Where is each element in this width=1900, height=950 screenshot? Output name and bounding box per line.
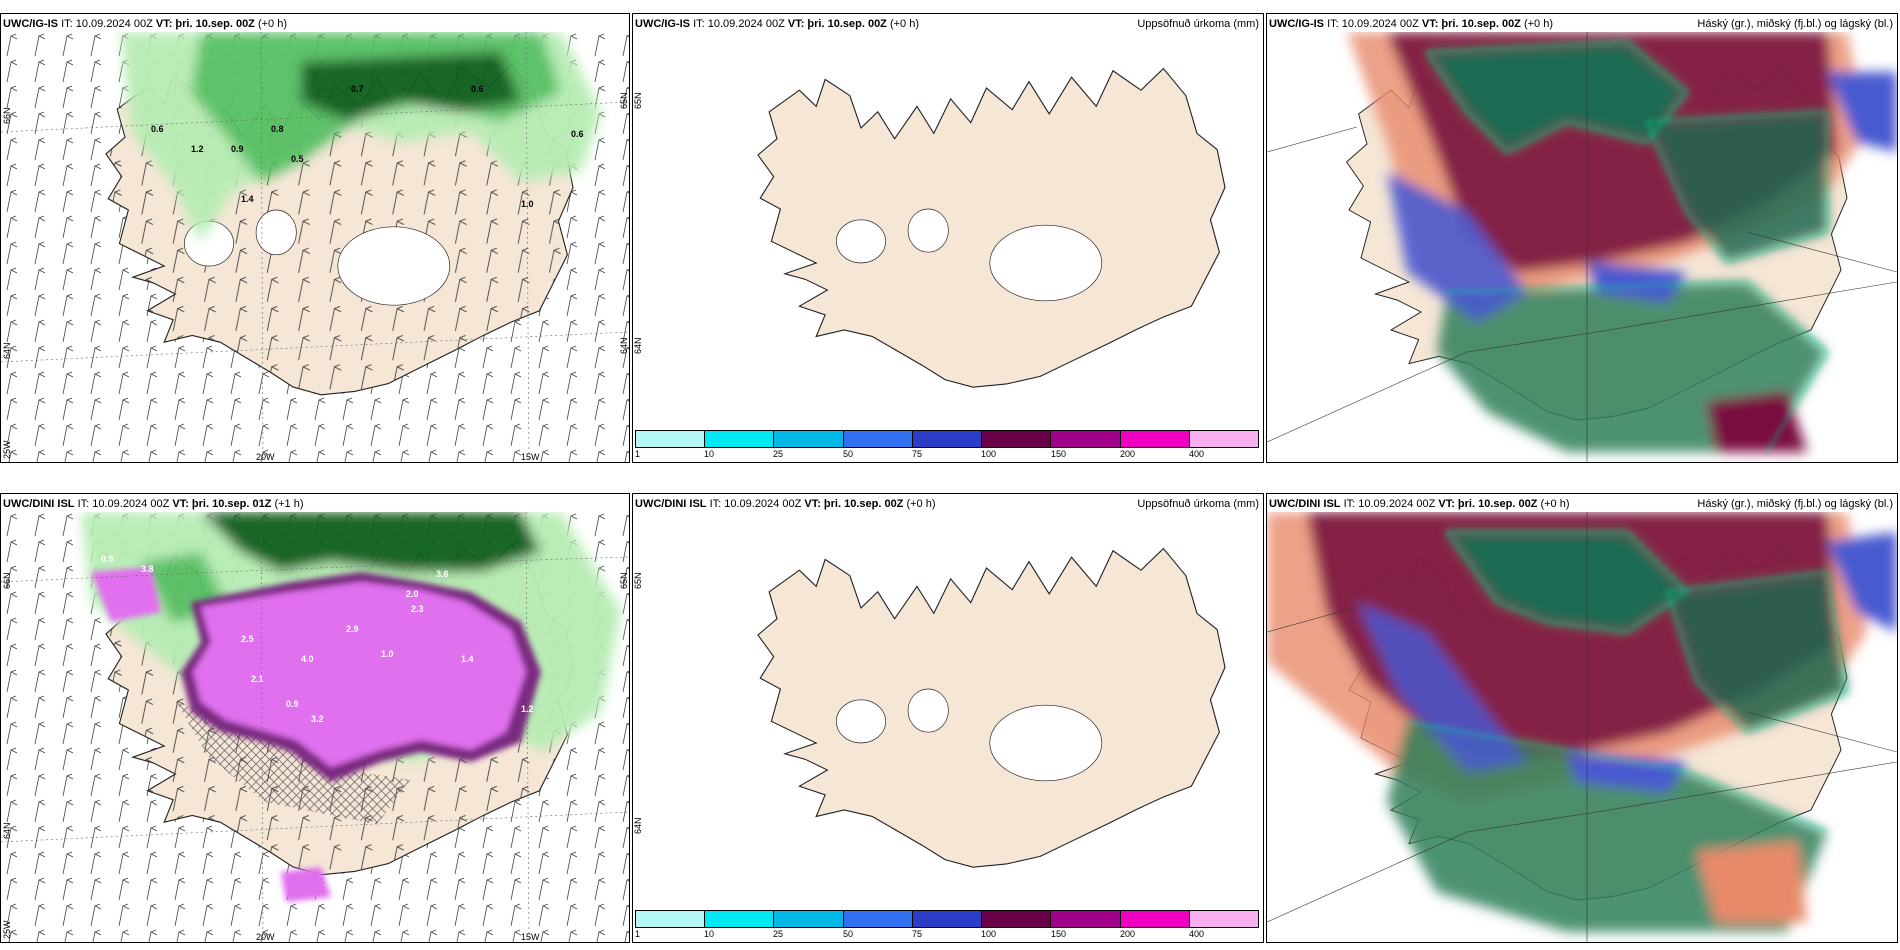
colorbar-seg bbox=[774, 431, 844, 447]
svg-text:3.2: 3.2 bbox=[311, 714, 324, 724]
colorbar-seg bbox=[1189, 911, 1258, 927]
panel-title: UWC/DINI ISL IT: 10.09.2024 00Z VT: þri.… bbox=[3, 498, 304, 510]
lat-label-64: 64N bbox=[2, 342, 12, 359]
map-dini-accum bbox=[757, 548, 1226, 868]
svg-text:0.6: 0.6 bbox=[151, 124, 164, 134]
svg-text:0.5: 0.5 bbox=[101, 554, 114, 564]
lon-label-25: 25W bbox=[2, 440, 12, 459]
colorbar-seg bbox=[843, 431, 913, 447]
lat-label-64-left: 64N bbox=[633, 817, 643, 834]
colorbar-seg bbox=[982, 911, 1052, 927]
colorbar-seg bbox=[636, 911, 706, 927]
colorbar-seg bbox=[705, 431, 775, 447]
svg-text:0.9: 0.9 bbox=[231, 144, 244, 154]
panel-ig-is-wind-precip: UWC/IG-IS IT: 10.09.2024 00Z VT: þri. 10… bbox=[0, 13, 630, 463]
precip-colorbar bbox=[635, 910, 1259, 928]
svg-text:1.2: 1.2 bbox=[521, 704, 534, 714]
colorbar-seg bbox=[636, 431, 706, 447]
map-ig-is-clouds bbox=[1267, 32, 1897, 462]
lat-label-65-right: 65N bbox=[619, 572, 629, 589]
svg-text:1.2: 1.2 bbox=[191, 144, 204, 154]
lon-label-25: 25W bbox=[2, 920, 12, 939]
svg-text:2.0: 2.0 bbox=[406, 589, 419, 599]
colorbar-seg bbox=[1051, 431, 1121, 447]
map-ig-is-accum bbox=[757, 68, 1226, 388]
svg-text:0.9: 0.9 bbox=[286, 699, 299, 709]
colorbar-seg bbox=[1120, 431, 1190, 447]
svg-text:2.1: 2.1 bbox=[251, 674, 264, 684]
svg-text:1.0: 1.0 bbox=[521, 199, 534, 209]
svg-text:1.0: 1.0 bbox=[381, 649, 394, 659]
colorbar-seg bbox=[912, 911, 983, 927]
panel-title: UWC/IG-IS IT: 10.09.2024 00Z VT: þri. 10… bbox=[635, 18, 1259, 30]
svg-text:2.3: 2.3 bbox=[411, 604, 424, 614]
colorbar-seg bbox=[1189, 431, 1258, 447]
panel-dini-wind-precip: UWC/DINI ISL IT: 10.09.2024 00Z VT: þri.… bbox=[0, 493, 630, 943]
svg-text:3.6: 3.6 bbox=[436, 569, 449, 579]
svg-text:0.8: 0.8 bbox=[271, 124, 284, 134]
panel-ig-is-accum-precip: UWC/IG-IS IT: 10.09.2024 00Z VT: þri. 10… bbox=[632, 13, 1264, 463]
svg-text:1.4: 1.4 bbox=[461, 654, 474, 664]
panel-title: UWC/DINI ISL IT: 10.09.2024 00Z VT: þri.… bbox=[635, 498, 1259, 510]
colorbar-ticks: 1 10 25 50 75 100 150 200 400 bbox=[635, 929, 1205, 939]
precip-values: 3.8 2.5 2.3 4.0 2.1 1.0 3.2 2.9 1.4 3.6 … bbox=[101, 554, 534, 724]
lat-label-65-right: 65N bbox=[619, 92, 629, 109]
panel-title: UWC/DINI ISL IT: 10.09.2024 00Z VT: þri.… bbox=[1269, 498, 1893, 510]
panel-dini-accum-precip: UWC/DINI ISL IT: 10.09.2024 00Z VT: þri.… bbox=[632, 493, 1264, 943]
lon-label-15: 15W bbox=[521, 452, 540, 462]
precip-values: 0.6 0.7 0.9 1.2 1.4 0.8 1.0 0.5 0.6 0.6 bbox=[151, 84, 584, 209]
colorbar-seg bbox=[1120, 911, 1190, 927]
map-dini-wind: 3.8 2.5 2.3 4.0 2.1 1.0 3.2 2.9 1.4 3.6 … bbox=[1, 512, 629, 942]
svg-text:0.5: 0.5 bbox=[291, 154, 304, 164]
lon-label-15: 15W bbox=[521, 932, 540, 942]
lon-label-20: 20W bbox=[256, 932, 275, 942]
lat-label-65-left: 65N bbox=[633, 92, 643, 109]
svg-text:0.7: 0.7 bbox=[351, 84, 364, 94]
panel-ig-is-clouds: UWC/IG-IS IT: 10.09.2024 00Z VT: þri. 10… bbox=[1266, 13, 1898, 463]
lat-label-64-left: 64N bbox=[633, 337, 643, 354]
colorbar-seg bbox=[774, 911, 844, 927]
svg-text:2.5: 2.5 bbox=[241, 634, 254, 644]
precip-colorbar bbox=[635, 430, 1259, 448]
colorbar-seg bbox=[982, 431, 1052, 447]
lat-label-66: 66N bbox=[2, 572, 12, 589]
svg-text:1.4: 1.4 bbox=[241, 194, 254, 204]
svg-text:4.0: 4.0 bbox=[301, 654, 314, 664]
panel-dini-clouds: UWC/DINI ISL IT: 10.09.2024 00Z VT: þri.… bbox=[1266, 493, 1898, 943]
panel-title: UWC/IG-IS IT: 10.09.2024 00Z VT: þri. 10… bbox=[3, 18, 288, 30]
lat-label-66: 66N bbox=[2, 107, 12, 124]
svg-text:2.9: 2.9 bbox=[346, 624, 359, 634]
lat-label-64-right: 64N bbox=[619, 337, 629, 354]
svg-text:0.6: 0.6 bbox=[471, 84, 484, 94]
svg-text:0.6: 0.6 bbox=[571, 129, 584, 139]
colorbar-seg bbox=[705, 911, 775, 927]
colorbar-seg bbox=[843, 911, 913, 927]
map-dini-clouds bbox=[1267, 512, 1897, 942]
lat-label-64: 64N bbox=[2, 822, 12, 839]
map-ig-is-wind: 0.6 0.7 0.9 1.2 1.4 0.8 1.0 0.5 0.6 0.6 bbox=[1, 32, 629, 462]
colorbar-seg bbox=[912, 431, 983, 447]
lat-label-65-left: 65N bbox=[633, 572, 643, 589]
lon-label-20: 20W bbox=[256, 452, 275, 462]
colorbar-seg bbox=[1051, 911, 1121, 927]
colorbar-ticks: 1 10 25 50 75 100 150 200 400 bbox=[635, 449, 1205, 459]
svg-text:3.8: 3.8 bbox=[141, 564, 154, 574]
panel-title: UWC/IG-IS IT: 10.09.2024 00Z VT: þri. 10… bbox=[1269, 18, 1893, 30]
